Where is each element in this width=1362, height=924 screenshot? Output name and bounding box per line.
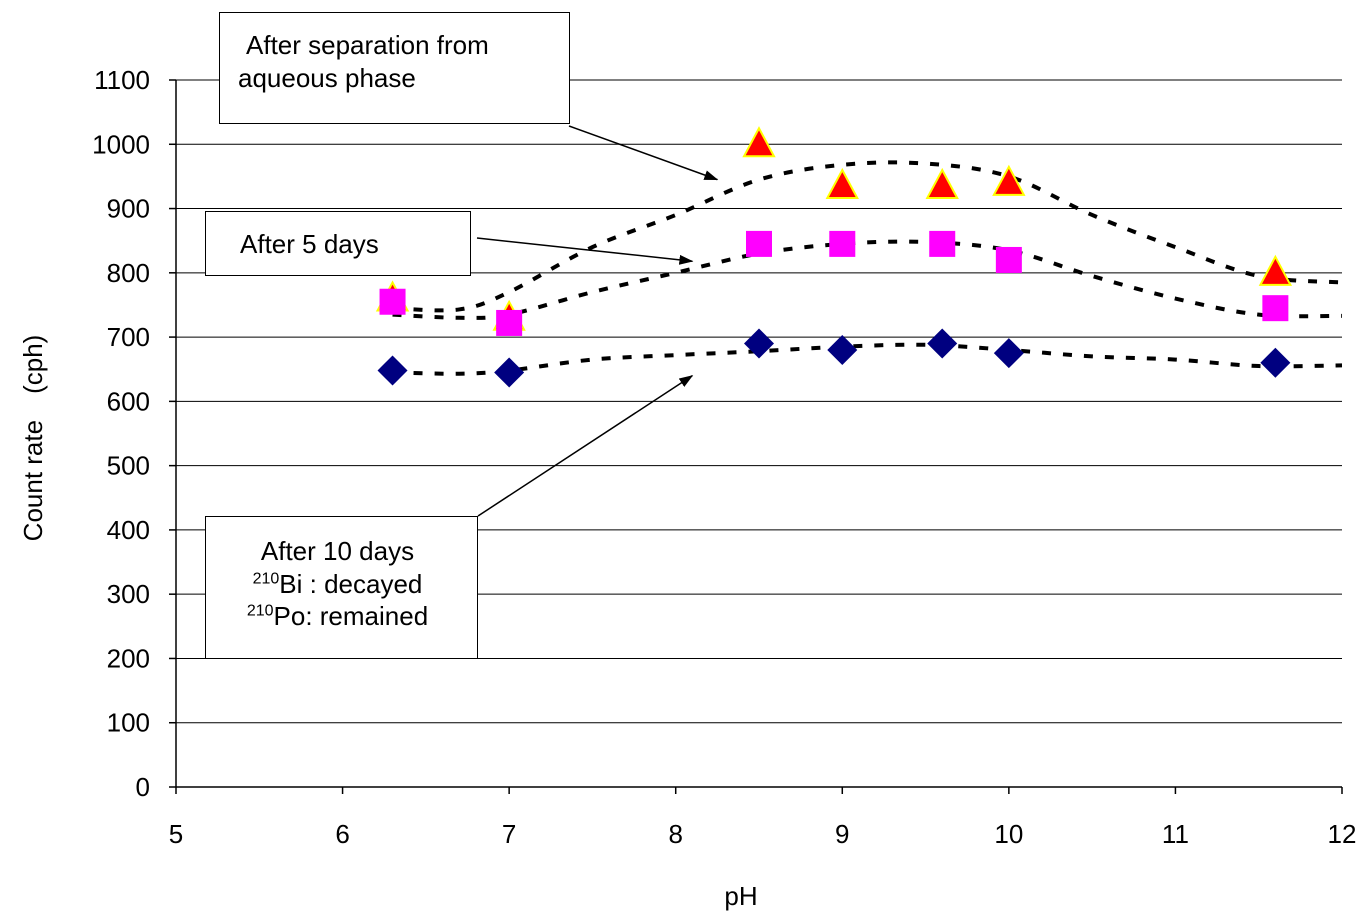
annotation-ten-days-line1: After 10 days — [260, 536, 415, 566]
annotation-ten-days: After 10 days 210Bi : decayed 210Po: rem… — [205, 516, 478, 659]
y-tick-label-2: 200 — [107, 643, 150, 673]
diamond-point-2-2 — [744, 328, 774, 359]
y-tick-label-3: 300 — [107, 579, 150, 609]
annotation-po-line: 210Po: remained — [206, 600, 469, 633]
y-tick-label-4: 400 — [107, 515, 150, 545]
diamond-point-2-3 — [827, 334, 858, 365]
x-tick-label-7: 12 — [1328, 819, 1357, 849]
y-tick-label-5: 500 — [107, 451, 150, 481]
arrow-five-days — [476, 237, 694, 265]
y-tick-label-0: 0 — [136, 772, 150, 802]
diamond-point-2-1 — [494, 357, 525, 388]
annotation-arrows — [476, 125, 719, 517]
annotation-five-days: After 5 days — [205, 211, 471, 276]
annotation-separation-line2: aqueous phase — [238, 62, 416, 93]
trend-line-0 — [392, 160, 1343, 313]
y-tick-label-9: 900 — [107, 194, 150, 224]
y-tick-label-7: 700 — [107, 322, 150, 352]
y-tick-label-8: 800 — [107, 258, 150, 288]
x-tick-label-2: 7 — [502, 819, 516, 849]
y-tick-label-6: 600 — [107, 386, 150, 416]
square-point-1-6 — [1262, 295, 1289, 322]
x-tick-label-5: 10 — [994, 819, 1023, 849]
triangle-point-0-5 — [992, 164, 1026, 196]
square-point-1-0 — [379, 288, 406, 315]
triangle-point-0-2 — [742, 126, 776, 158]
arrow-separation — [568, 125, 719, 181]
trend-line-2 — [392, 342, 1343, 376]
data-points — [375, 126, 1293, 388]
trend-lines — [392, 160, 1343, 376]
square-point-1-3 — [829, 230, 856, 257]
bi-text: Bi : decayed — [279, 568, 423, 599]
y-tick-label-10: 1000 — [92, 129, 150, 159]
y-tick-label-1: 100 — [107, 708, 150, 738]
x-tick-label-4: 9 — [835, 819, 849, 849]
annotation-five-days-text: After 5 days — [240, 229, 379, 259]
axes — [169, 79, 1343, 794]
y-tick-label-11: 1100 — [94, 65, 150, 95]
square-point-1-2 — [746, 230, 772, 257]
annotation-bi-line: 210Bi : decayed — [206, 568, 469, 601]
x-tick-label-1: 6 — [335, 819, 349, 849]
diamond-point-2-5 — [993, 338, 1024, 369]
diamond-point-2-0 — [377, 355, 408, 386]
arrow-ten-days — [477, 375, 694, 517]
square-point-1-4 — [929, 230, 956, 257]
triangle-point-0-6 — [1258, 254, 1293, 286]
diamond-point-2-6 — [1260, 347, 1291, 378]
annotation-separation-line1: After separation from — [246, 30, 489, 60]
po-mass-number: 210 — [246, 602, 274, 620]
x-axis-title: pH — [724, 881, 757, 911]
diamond-point-2-4 — [927, 328, 958, 359]
triangle-point-0-3 — [825, 167, 859, 200]
annotation-separation: After separation from aqueous phase — [219, 12, 570, 124]
square-point-1-1 — [496, 309, 523, 336]
triangle-point-0-4 — [925, 167, 959, 200]
y-tick-labels: 0 100 200 300 400 500 600 700 800 900 1000 1100 — [92, 65, 150, 802]
x-tick-label-6: 11 — [1162, 819, 1189, 849]
x-tick-label-0: 5 — [169, 819, 183, 849]
x-tick-label-3: 8 — [668, 819, 682, 849]
y-axis-title: Count rate (cph) — [18, 335, 48, 542]
bi-mass-number: 210 — [252, 569, 280, 587]
square-point-1-5 — [995, 246, 1022, 273]
po-text: Po: remained — [273, 601, 429, 631]
x-tick-labels: 5 6 7 8 9 10 11 12 — [169, 819, 1357, 849]
